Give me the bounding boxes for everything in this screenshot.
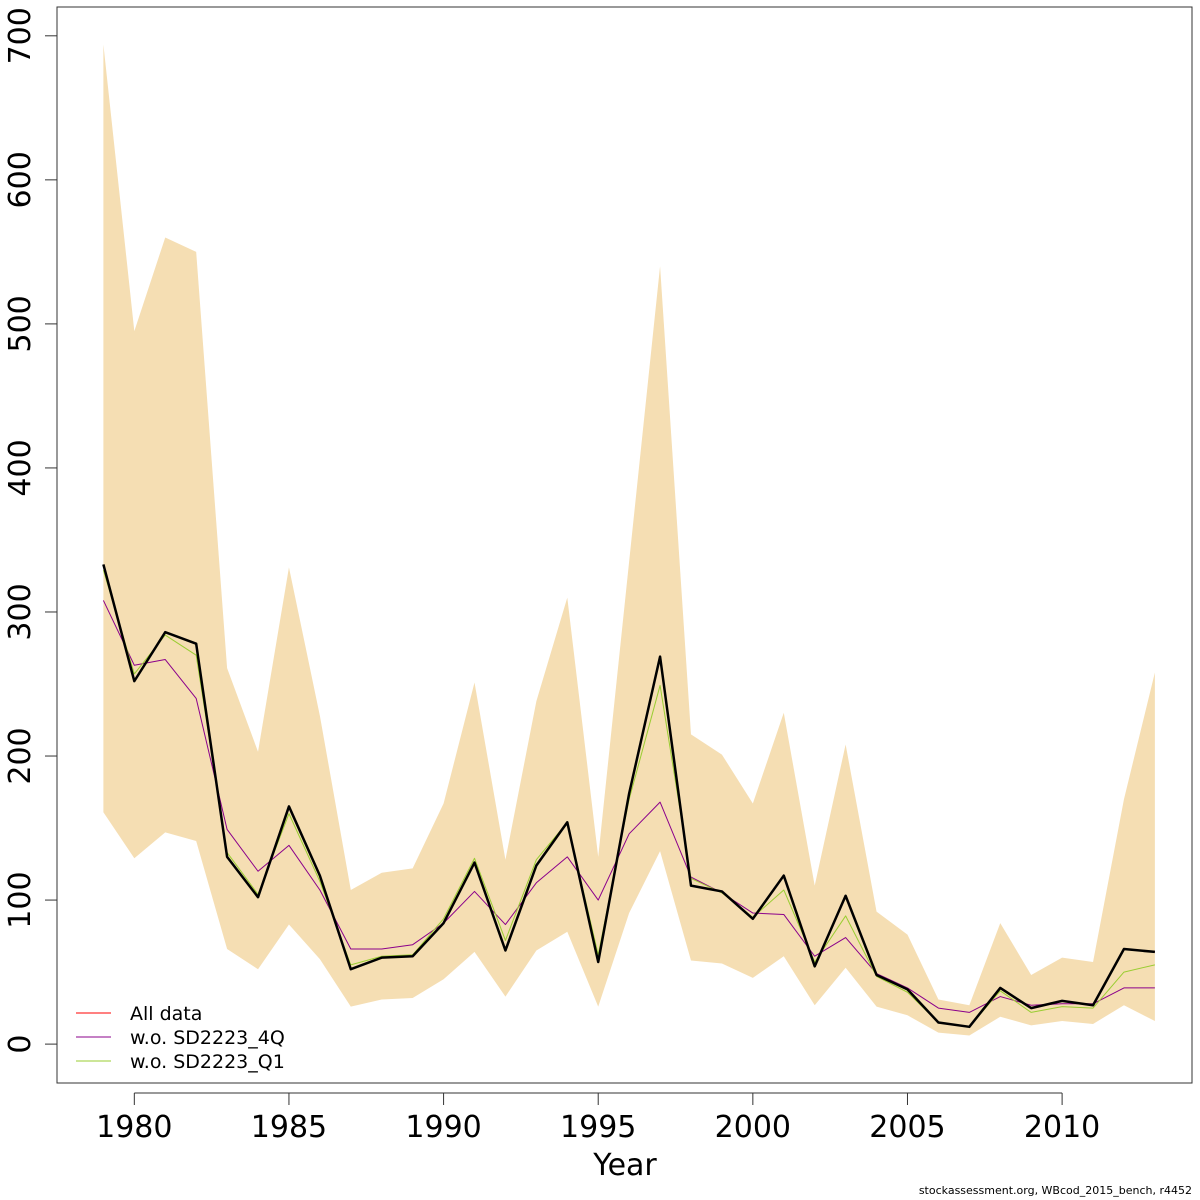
series-line-w-o-sd2223-4q	[102, 600, 1155, 1013]
y-axis: 0 100 200 300 400 500 600 700	[3, 7, 58, 1054]
estimate-line	[102, 564, 1156, 1029]
y-tick-label: 200	[3, 727, 38, 784]
legend-label: w.o. SD2223_4Q	[130, 1027, 285, 1049]
x-axis: 1980 1985 1990 1995 2000 2005 2010	[96, 1092, 1100, 1145]
y-tick-label: 700	[3, 7, 38, 64]
confidence-band	[103, 44, 1155, 1036]
footer-note: stockassessment.org, WBcod_2015_bench, r…	[918, 1184, 1192, 1197]
y-tick-label: 500	[3, 295, 38, 352]
y-tick-label: 400	[3, 439, 38, 496]
y-tick-label: 100	[3, 871, 38, 928]
x-tick-label: 1980	[96, 1110, 172, 1145]
x-tick-label: 2000	[715, 1110, 791, 1145]
confidence-band-layer	[103, 44, 1155, 1036]
y-tick-label: 600	[3, 151, 38, 208]
x-tick-label: 2005	[869, 1110, 945, 1145]
y-tick-label: 300	[3, 583, 38, 640]
legend-label: w.o. SD2223_Q1	[130, 1051, 285, 1073]
x-tick-label: 1990	[405, 1110, 481, 1145]
x-axis-title: Year	[592, 1148, 657, 1183]
legend-label: All data	[130, 1003, 202, 1025]
x-tick-label: 2010	[1024, 1110, 1100, 1145]
series-lines-layer	[102, 564, 1156, 1029]
x-tick-label: 1985	[251, 1110, 327, 1145]
x-tick-label: 1995	[560, 1110, 636, 1145]
y-tick-label: 0	[3, 1035, 38, 1054]
